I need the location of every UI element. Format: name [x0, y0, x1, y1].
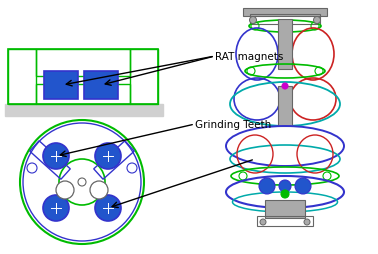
Circle shape: [78, 178, 86, 186]
Circle shape: [95, 144, 121, 169]
Bar: [8, 50, 36, 105]
Circle shape: [304, 219, 310, 225]
Circle shape: [295, 178, 311, 194]
Bar: [243, 9, 327, 17]
Circle shape: [95, 195, 121, 221]
Bar: [36, 50, 130, 77]
Bar: [36, 85, 130, 105]
Text: Grinding Teeth: Grinding Teeth: [195, 120, 271, 130]
Bar: [278, 20, 292, 70]
Circle shape: [43, 144, 69, 169]
Bar: [257, 216, 313, 226]
Circle shape: [56, 181, 74, 199]
Bar: [130, 50, 158, 105]
Bar: [5, 105, 163, 117]
Circle shape: [249, 18, 257, 24]
Bar: [250, 15, 320, 25]
Circle shape: [90, 181, 108, 199]
Bar: [84, 72, 118, 100]
Bar: [8, 50, 158, 105]
Circle shape: [279, 180, 291, 192]
Circle shape: [260, 219, 266, 225]
Circle shape: [313, 18, 321, 24]
Circle shape: [282, 84, 288, 90]
Bar: [278, 87, 292, 126]
Bar: [44, 72, 78, 100]
Circle shape: [43, 195, 69, 221]
Bar: [265, 200, 305, 218]
Circle shape: [259, 178, 275, 194]
Circle shape: [281, 190, 289, 198]
Text: RAT magnets: RAT magnets: [215, 52, 284, 62]
